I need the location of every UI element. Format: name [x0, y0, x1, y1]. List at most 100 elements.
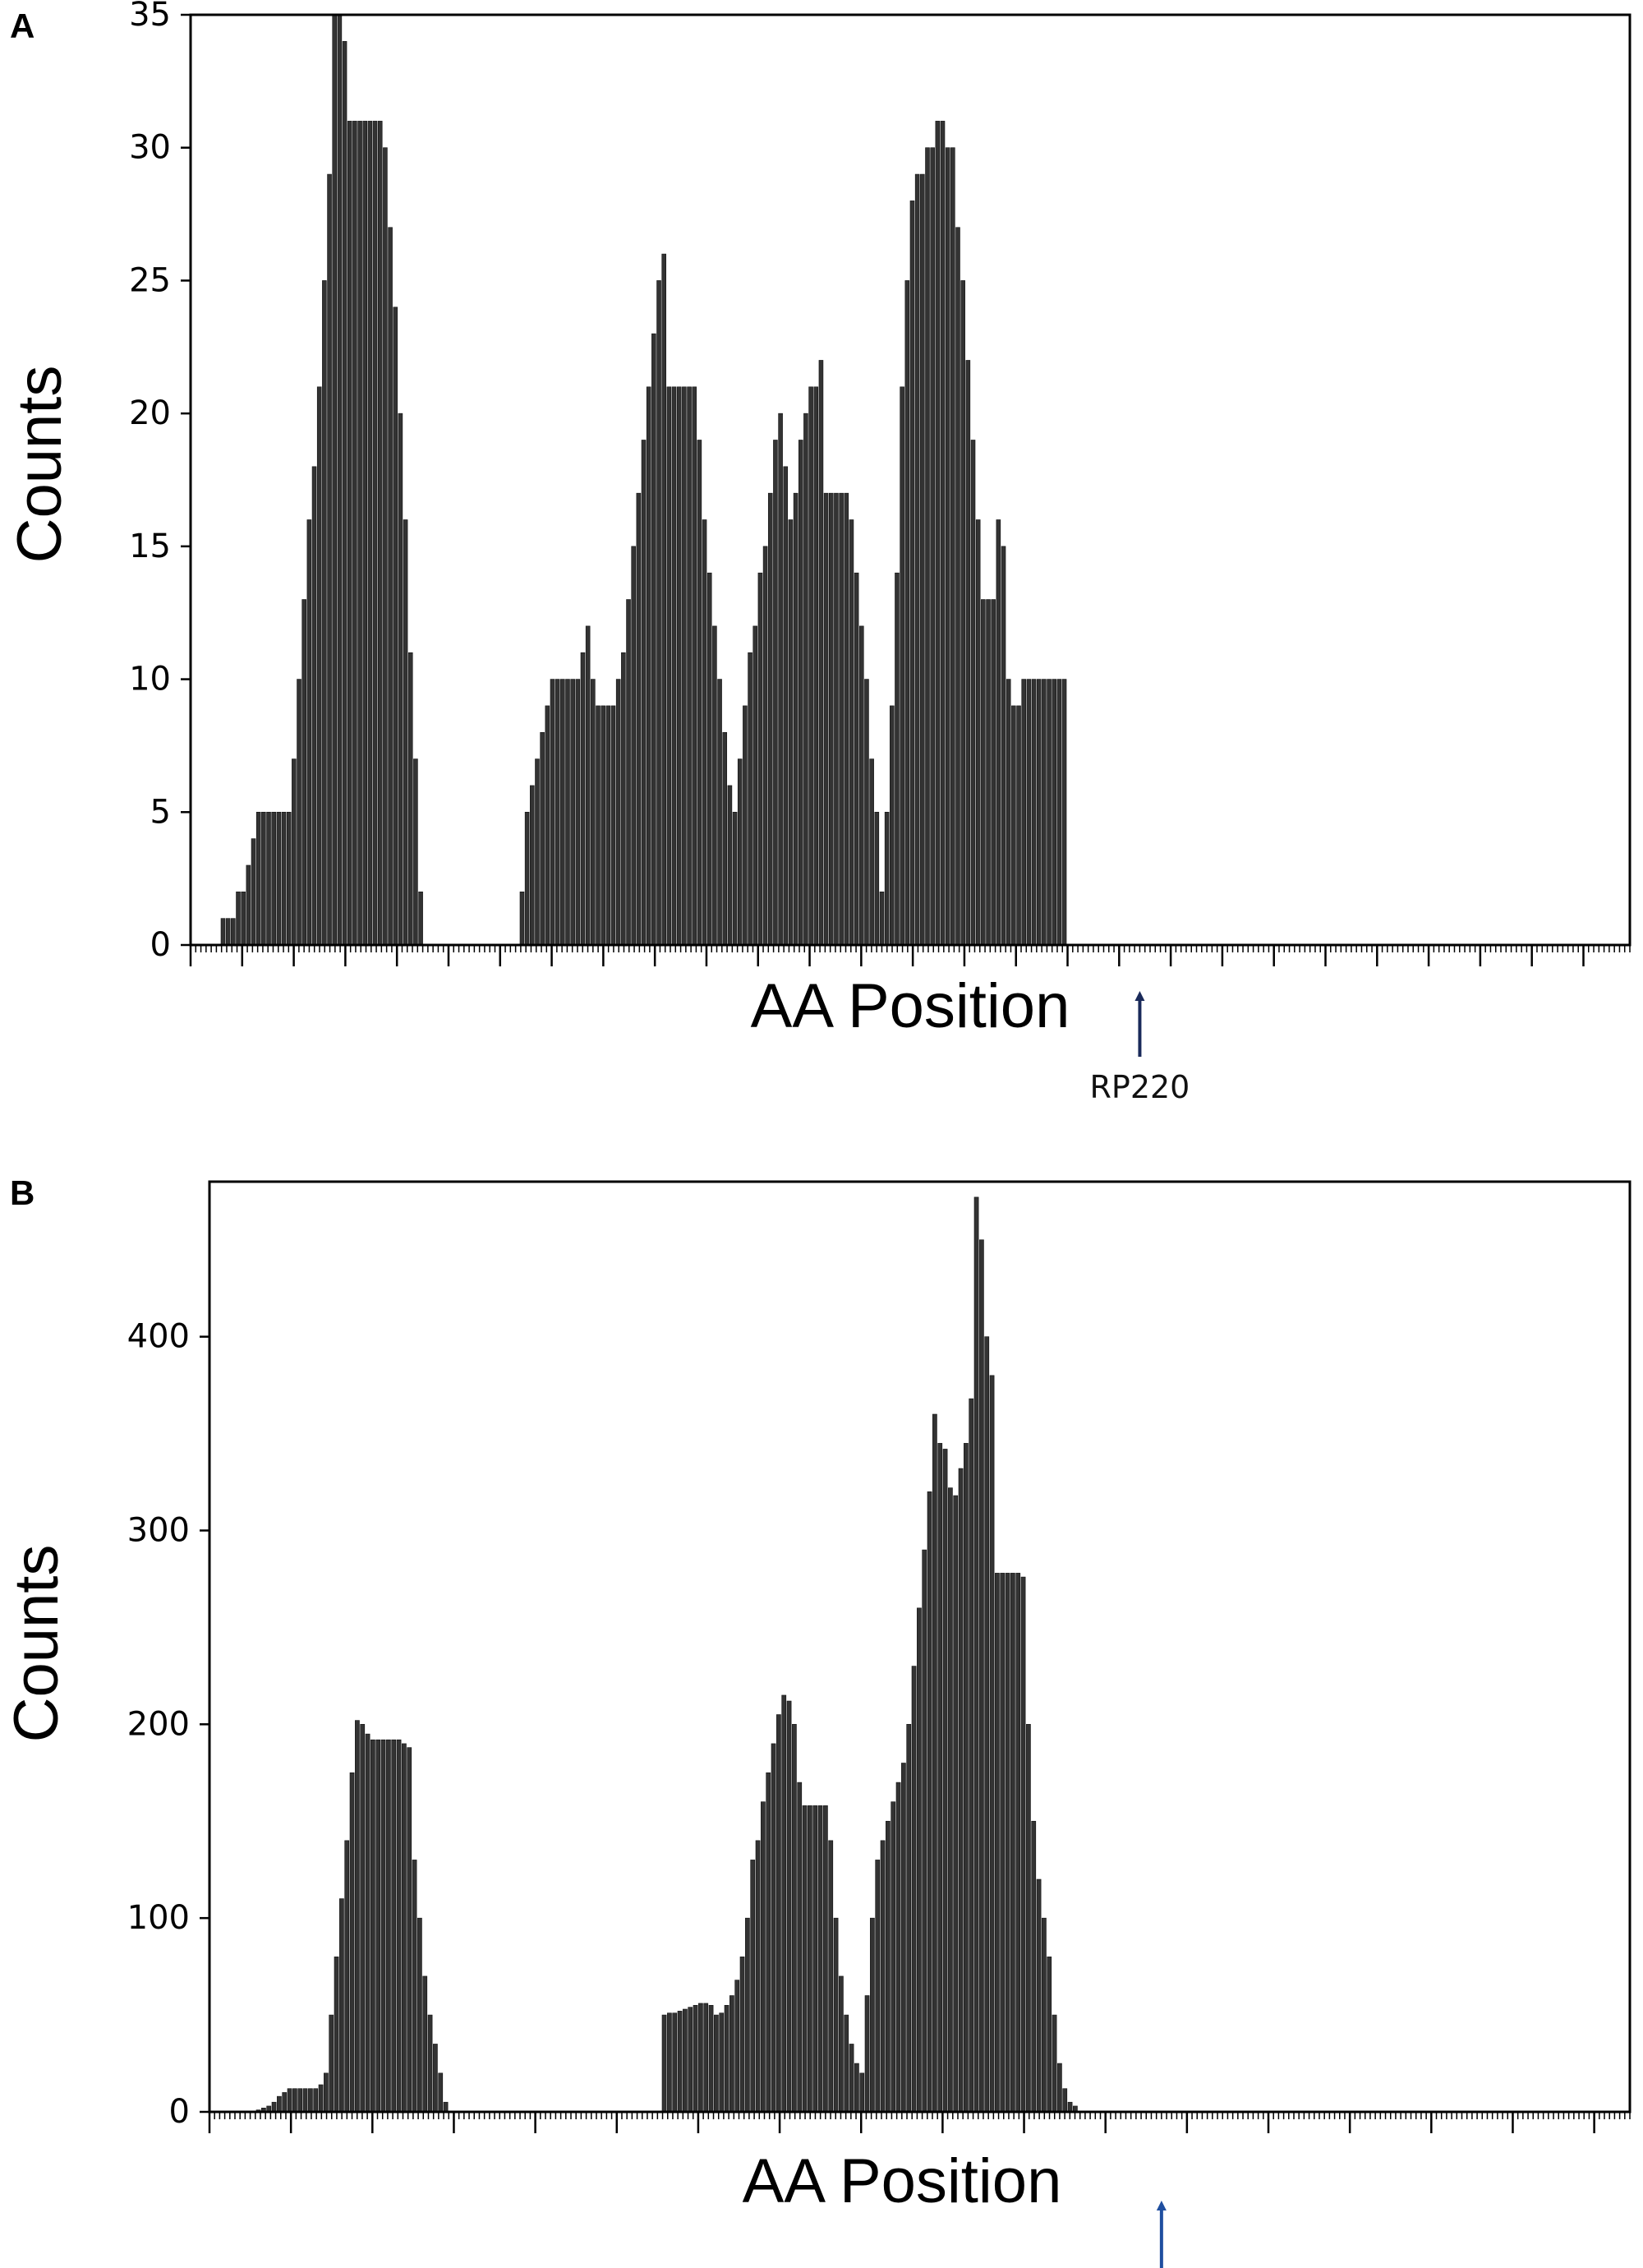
bar	[1005, 1573, 1010, 2113]
bar	[869, 758, 874, 946]
bar	[360, 1724, 366, 2113]
y-tick-label: 100	[127, 1899, 190, 1937]
bar	[535, 758, 540, 946]
y-tick-label: 200	[127, 1705, 190, 1743]
bar	[844, 2014, 849, 2113]
bar	[236, 892, 241, 946]
bar	[355, 1720, 360, 2113]
bar	[875, 1860, 881, 2113]
bar	[1047, 1957, 1052, 2113]
bar	[706, 572, 712, 946]
panel-b-chart: B 0 100 200 300 400 Counts AA Position RP220	[2, 1173, 1631, 2268]
bar	[591, 679, 596, 946]
panel-b-plot-frame	[208, 1180, 1631, 2114]
bar	[859, 2072, 865, 2113]
panel-b-x-ticks	[208, 2112, 1631, 2133]
bar	[524, 811, 530, 946]
bar	[1020, 1576, 1026, 2113]
panel-b-letter: B	[10, 1173, 35, 1212]
bar	[792, 1724, 797, 2113]
bar	[995, 1573, 1000, 2113]
bar	[818, 360, 824, 946]
bar	[767, 492, 773, 946]
panel-a-plot-frame	[189, 13, 1631, 947]
bar	[859, 625, 864, 946]
bar	[287, 2088, 292, 2113]
bar	[1021, 679, 1026, 946]
bar	[545, 705, 550, 946]
bar	[886, 1820, 891, 2113]
bar	[771, 1743, 776, 2113]
bar	[605, 705, 611, 946]
bar	[950, 147, 955, 946]
bar	[969, 1398, 974, 2113]
bar	[672, 2012, 678, 2113]
bar	[271, 811, 276, 946]
bar	[932, 1413, 937, 2113]
bar	[292, 2088, 297, 2113]
bar	[596, 705, 601, 946]
bar	[281, 811, 287, 946]
bar	[1026, 679, 1032, 946]
bar	[703, 2003, 709, 2113]
panel-b-bars	[209, 1196, 1630, 2114]
bar	[1031, 679, 1037, 946]
bar	[948, 1487, 953, 2113]
bar	[403, 519, 408, 946]
bar	[646, 386, 651, 946]
bar	[1052, 679, 1056, 946]
bar	[839, 1975, 844, 2113]
panel-a-rp220-marker: RP220	[1090, 991, 1190, 1105]
bar	[975, 519, 981, 946]
bar	[327, 173, 332, 946]
bar	[377, 121, 383, 946]
bar	[651, 333, 656, 946]
bar	[986, 599, 991, 946]
bar	[565, 679, 570, 946]
bar	[339, 1898, 344, 2113]
bar	[727, 785, 733, 946]
bar	[813, 386, 819, 946]
bar	[729, 1995, 734, 2113]
bar	[687, 386, 692, 946]
bar	[347, 121, 352, 946]
bar	[676, 386, 682, 946]
bar	[417, 1917, 422, 2113]
bar	[344, 1840, 350, 2113]
bar	[1026, 1724, 1031, 2113]
bar	[1031, 1820, 1037, 2113]
bar	[937, 1443, 943, 2113]
bar	[854, 572, 859, 946]
bar	[984, 1336, 990, 2113]
bar	[443, 2101, 449, 2113]
bar	[324, 2072, 329, 2113]
bar	[519, 892, 525, 946]
bar	[636, 492, 642, 946]
y-tick-label: 35	[129, 0, 171, 34]
bar	[1057, 2063, 1062, 2113]
bar	[332, 14, 338, 946]
bar	[352, 121, 357, 946]
bar	[955, 227, 960, 946]
bar	[1016, 705, 1021, 946]
bar	[745, 1917, 750, 2113]
bar	[1042, 1917, 1047, 2113]
bar	[580, 652, 586, 946]
bar	[890, 705, 895, 946]
panel-a-letter: A	[10, 7, 35, 45]
bar	[1052, 2014, 1057, 2113]
y-tick-label: 25	[129, 261, 171, 299]
bar	[1010, 1573, 1015, 2113]
y-tick-label: 20	[129, 394, 171, 432]
bar	[724, 2004, 729, 2113]
panel-a-chart: A 0 5 10 15 20 25 30 35 Counts AA Position RP22…	[5, 0, 1631, 1105]
bar	[996, 519, 1001, 946]
bar	[585, 625, 591, 946]
bar	[752, 625, 758, 946]
bar	[677, 2011, 683, 2113]
bar	[849, 2044, 854, 2113]
bar	[220, 918, 226, 946]
bar	[891, 1801, 896, 2113]
bar	[906, 1724, 912, 2113]
